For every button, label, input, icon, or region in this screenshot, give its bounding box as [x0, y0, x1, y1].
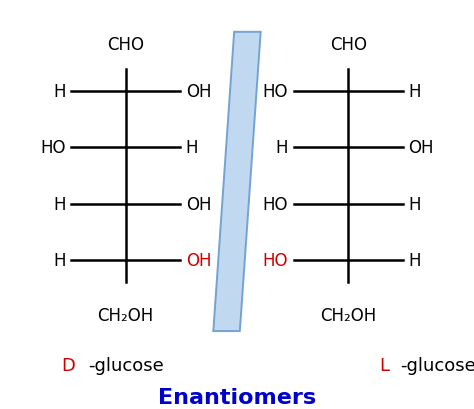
Text: CH₂OH: CH₂OH [320, 306, 376, 324]
Text: H: H [409, 83, 421, 101]
Text: OH: OH [186, 195, 211, 213]
Text: L: L [379, 356, 389, 374]
Text: H: H [409, 251, 421, 269]
Text: OH: OH [186, 251, 211, 269]
Text: H: H [53, 83, 65, 101]
Text: HO: HO [263, 83, 288, 101]
Text: H: H [53, 195, 65, 213]
Text: Enantiomers: Enantiomers [158, 387, 316, 407]
Polygon shape [213, 33, 261, 331]
Text: HO: HO [263, 195, 288, 213]
Text: H: H [53, 251, 65, 269]
Text: HO: HO [263, 251, 288, 269]
Text: HO: HO [40, 139, 65, 157]
Text: OH: OH [186, 83, 211, 101]
Text: OH: OH [409, 139, 434, 157]
Text: CHO: CHO [330, 36, 367, 54]
Text: CHO: CHO [107, 36, 144, 54]
Text: H: H [276, 139, 288, 157]
Text: CH₂OH: CH₂OH [98, 306, 154, 324]
Text: -glucose: -glucose [88, 356, 164, 374]
Text: H: H [186, 139, 198, 157]
Text: H: H [409, 195, 421, 213]
Text: -glucose: -glucose [401, 356, 474, 374]
Text: D: D [62, 356, 75, 374]
